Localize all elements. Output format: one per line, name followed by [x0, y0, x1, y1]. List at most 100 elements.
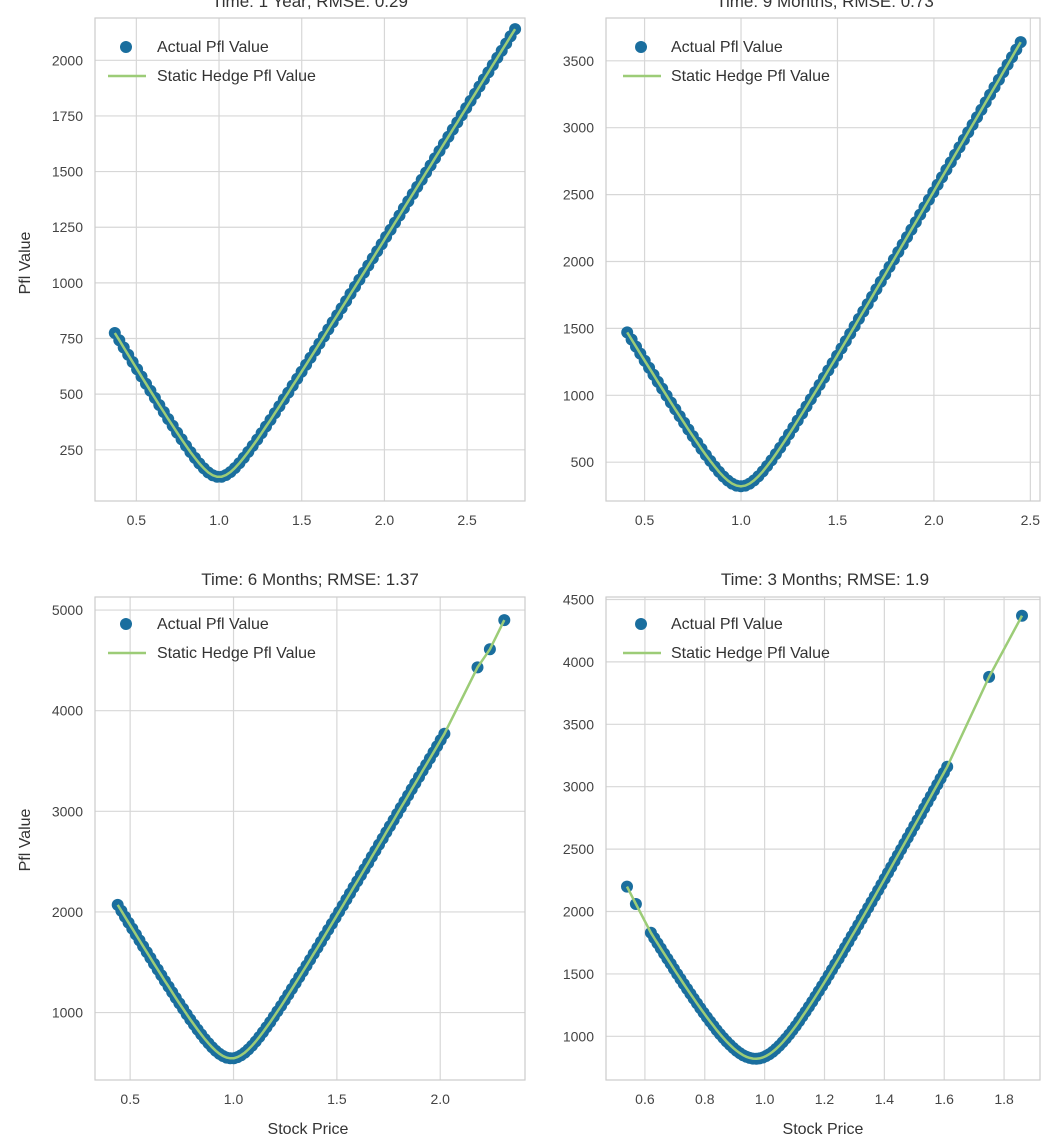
- x-tick-label: 1.8: [994, 1091, 1014, 1107]
- legend: Actual Pfl Value Static Hedge Pfl Value: [108, 39, 316, 85]
- y-tick-label: 3500: [563, 53, 594, 69]
- legend-scatter-marker: [635, 618, 647, 630]
- y-tick-label: 750: [60, 331, 84, 347]
- x-tick-label: 1.0: [224, 1091, 244, 1107]
- hedge-line-layer: [626, 41, 1022, 488]
- scatter-points: [621, 36, 1027, 493]
- y-tick-label: 1000: [563, 387, 594, 403]
- x-tick-label: 2.5: [457, 512, 477, 528]
- legend-line-label: Static Hedge Pfl Value: [671, 645, 830, 662]
- y-tick-label: 3500: [563, 716, 594, 732]
- x-tick-label: 1.0: [755, 1091, 775, 1107]
- plot-frame: [94, 17, 526, 502]
- scatter-points: [111, 614, 511, 1065]
- x-tick-label: 0.5: [120, 1091, 140, 1107]
- y-tick-label: 4000: [52, 703, 83, 719]
- legend-scatter-marker: [120, 41, 132, 53]
- hedge-line-layer: [625, 615, 1024, 1061]
- hedge-line: [625, 615, 1024, 1061]
- hedge-line: [626, 41, 1022, 488]
- x-tick-label: 1.0: [209, 512, 229, 528]
- x-tick-label: 0.5: [127, 512, 147, 528]
- x-tick-label: 1.4: [875, 1091, 895, 1107]
- y-tick-label: 4000: [563, 654, 594, 670]
- scatter-points: [108, 23, 522, 483]
- y-tick-labels: 1000 2000 3000 4000 5000: [52, 602, 83, 1021]
- x-tick-label: 2.0: [375, 512, 395, 528]
- chart-title: Time: 6 Months; RMSE: 1.37: [201, 570, 419, 589]
- x-tick-label: 1.5: [327, 1091, 347, 1107]
- x-tick-labels: 0.5 1.0 1.5 2.0: [120, 1091, 450, 1107]
- hedge-line: [113, 28, 517, 479]
- plot-frame: [605, 596, 1041, 1081]
- x-tick-label: 1.5: [828, 512, 848, 528]
- legend: Actual Pfl Value Static Hedge Pfl Value: [108, 616, 316, 662]
- y-tick-label: 500: [571, 454, 595, 470]
- y-tick-label: 1250: [52, 219, 83, 235]
- legend-scatter-marker: [120, 618, 132, 630]
- y-tick-label: 2000: [563, 904, 594, 920]
- x-tick-label: 2.0: [924, 512, 944, 528]
- gridlines: [606, 597, 1040, 1080]
- y-tick-label: 3000: [52, 803, 83, 819]
- x-tick-label: 0.6: [635, 1091, 655, 1107]
- y-tick-label: 3000: [563, 779, 594, 795]
- hedge-line-layer: [116, 619, 506, 1060]
- y-tick-labels: 500 1000 1500 2000 2500 3000 3500: [563, 53, 594, 470]
- y-tick-label: 1000: [52, 1005, 83, 1021]
- legend-scatter-label: Actual Pfl Value: [671, 616, 783, 633]
- x-tick-label: 2.5: [1021, 512, 1041, 528]
- data-point: [509, 23, 522, 36]
- x-tick-labels: 0.6 0.8 1.0 1.2 1.4 1.6 1.8: [635, 1091, 1014, 1107]
- gridlines: [95, 597, 525, 1080]
- chart-title: Time: 3 Months; RMSE: 1.9: [721, 570, 929, 589]
- chart-title: Time: 9 Months; RMSE: 0.73: [716, 0, 934, 11]
- y-axis-label: Pfl Value: [17, 231, 34, 294]
- x-axis-label: Stock Price: [783, 1121, 864, 1138]
- gridlines: [95, 18, 525, 501]
- legend-line-label: Static Hedge Pfl Value: [157, 68, 316, 85]
- hedge-line-layer: [113, 28, 517, 479]
- y-tick-label: 1500: [52, 164, 83, 180]
- y-tick-label: 1500: [563, 320, 594, 336]
- legend-line-label: Static Hedge Pfl Value: [157, 645, 316, 662]
- x-axis-label: Stock Price: [268, 1121, 349, 1138]
- legend: Actual Pfl Value Static Hedge Pfl Value: [623, 616, 830, 662]
- legend-scatter-label: Actual Pfl Value: [157, 39, 269, 56]
- y-tick-label: 2000: [52, 904, 83, 920]
- y-tick-label: 2000: [563, 254, 594, 270]
- y-tick-label: 1000: [52, 275, 83, 291]
- y-tick-labels: 1000 1500 2000 2500 3000 3500 4000 4500: [563, 591, 594, 1044]
- legend: Actual Pfl Value Static Hedge Pfl Value: [623, 39, 830, 85]
- y-tick-label: 4500: [563, 591, 594, 607]
- y-tick-label: 2000: [52, 52, 83, 68]
- y-tick-label: 2500: [563, 187, 594, 203]
- chart-title: Time: 1 Year; RMSE: 0.29: [212, 0, 408, 11]
- x-tick-labels: 0.5 1.0 1.5 2.0 2.5: [127, 512, 477, 528]
- y-tick-label: 1000: [563, 1028, 594, 1044]
- y-tick-label: 500: [60, 386, 84, 402]
- legend-scatter-label: Actual Pfl Value: [157, 616, 269, 633]
- y-axis-label: Pfl Value: [17, 808, 34, 871]
- plot-frame: [94, 596, 526, 1081]
- y-tick-labels: 250 500 750 1000 1250 1500 1750 2000: [52, 52, 83, 458]
- legend-line-label: Static Hedge Pfl Value: [671, 68, 830, 85]
- y-tick-label: 250: [60, 442, 84, 458]
- legend-scatter-marker: [635, 41, 647, 53]
- legend-scatter-label: Actual Pfl Value: [671, 39, 783, 56]
- plot-frame: [605, 17, 1041, 502]
- subplot-3-months: Time: 3 Months; RMSE: 1.9 0.6 0.8 1.0 1.2 1.…: [563, 570, 1041, 1138]
- x-tick-label: 1.2: [815, 1091, 835, 1107]
- x-tick-label: 2.0: [431, 1091, 451, 1107]
- x-tick-label: 1.0: [731, 512, 751, 528]
- hedge-line: [116, 619, 506, 1060]
- y-tick-label: 1500: [563, 966, 594, 982]
- x-tick-labels: 0.5 1.0 1.5 2.0 2.5: [635, 512, 1040, 528]
- x-tick-label: 0.8: [695, 1091, 715, 1107]
- subplot-6-months: Time: 6 Months; RMSE: 1.37 0.5 1.0 1.5 2.0 …: [17, 570, 526, 1138]
- subplot-1-year: Time: 1 Year; RMSE: 0.29 0.5 1.0 1.5 2.0 2.5…: [17, 0, 526, 528]
- x-tick-label: 1.5: [292, 512, 312, 528]
- y-tick-label: 1750: [52, 108, 83, 124]
- x-tick-label: 1.6: [934, 1091, 954, 1107]
